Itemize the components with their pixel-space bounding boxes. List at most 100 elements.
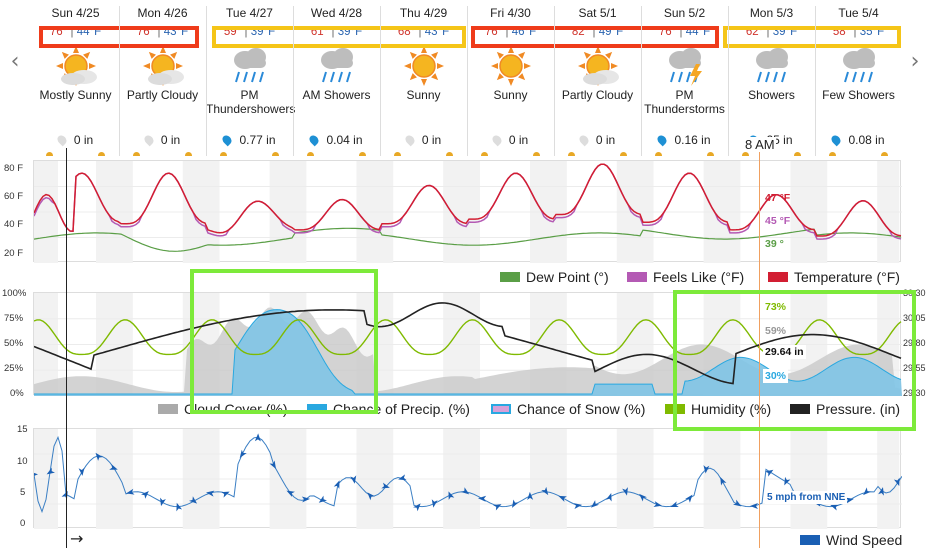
- mostly-sunny-icon: [51, 44, 101, 88]
- legend-swatch: [627, 272, 647, 282]
- sunrise-sunset-marks: [554, 152, 641, 158]
- day-forecast-card[interactable]: Fri 4/30 76° | 46°F Sunny 0 in: [467, 6, 554, 158]
- legend-cloud-cover[interactable]: Cloud Cover (%): [158, 401, 287, 417]
- day-divider: [293, 6, 294, 156]
- day-precip: 0.08 in: [815, 133, 902, 147]
- day-forecast-card[interactable]: Sun 4/25 76° | 44°F Mostly Sunny 0 in: [32, 6, 119, 158]
- day-divider: [380, 6, 381, 156]
- legend-wind-speed[interactable]: Wind Speed: [800, 532, 902, 548]
- low-temp: 39°F: [337, 26, 363, 38]
- wind-arrow-head: [189, 496, 198, 504]
- wind-direction-arrow-icon: [493, 504, 502, 511]
- wind-arrow-head: [367, 492, 375, 501]
- day-date: Sun 4/25: [51, 6, 100, 20]
- wind-arrow-head: [685, 494, 693, 503]
- pressure-y-label: 29.30: [903, 388, 926, 398]
- wind-arrow-head: [720, 476, 727, 486]
- high-temp: 76°: [136, 26, 155, 38]
- wind-arrow-head: [605, 493, 612, 502]
- wind-arrow-head: [639, 493, 647, 502]
- wind-direction-arrow-icon: [845, 497, 854, 504]
- temp-y-label: 40 F: [4, 219, 24, 230]
- legend-chance-of-precip[interactable]: Chance of Precip. (%): [307, 401, 470, 417]
- day-precip: 0.04 in: [293, 133, 380, 147]
- chevron-right-icon[interactable]: ›: [910, 49, 920, 74]
- temperature-line: [33, 163, 902, 237]
- day-temps: 82° | 49°F: [571, 26, 624, 38]
- sunset-icon: [881, 152, 888, 156]
- day-temps: 59° | 39°F: [223, 26, 276, 38]
- legend-pressure[interactable]: Pressure. (in): [790, 401, 900, 417]
- sunset-icon: [359, 152, 366, 156]
- legend-swatch: [665, 404, 685, 414]
- legend-temperature[interactable]: Temperature (°F): [768, 269, 900, 285]
- wind-direction-arrow-icon: [367, 492, 375, 501]
- wind-direction-arrow-icon: [109, 464, 118, 470]
- wind-direction-arrow-icon: [733, 499, 742, 507]
- day-forecast-card[interactable]: Sun 5/2 76° | 44°F PM Thunderstorms 0.16…: [641, 6, 728, 158]
- wind-arrow-head: [750, 503, 758, 510]
- wind-arrow-head: [622, 487, 628, 496]
- legend-swatch: [491, 404, 511, 414]
- precip-chance-readout: 30%: [763, 369, 789, 383]
- day-divider: [206, 6, 207, 156]
- legend-chance-of-snow[interactable]: Chance of Snow (%): [491, 401, 645, 417]
- sunset-icon: [707, 152, 714, 156]
- wind-arrow-head: [254, 433, 261, 442]
- wind-arrow-head: [269, 460, 276, 469]
- legend-swatch: [307, 404, 327, 414]
- wind-arrow-head: [46, 467, 55, 475]
- wind-arrow-head: [527, 491, 534, 501]
- legend-humidity[interactable]: Humidity (%): [665, 401, 771, 417]
- temp-y-label: 80 F: [4, 163, 24, 174]
- wind-arrow-head: [78, 467, 85, 476]
- day-date: Fri 4/30: [490, 6, 531, 20]
- day-forecast-card[interactable]: Wed 4/28 61° | 39°F AM Showers 0.04 in: [293, 6, 380, 158]
- wind-arrow-head: [126, 488, 135, 495]
- day-forecast-card[interactable]: Thu 4/29 68° | 43°F Sunny 0 in: [380, 6, 467, 158]
- day-forecast-card[interactable]: Mon 5/3 62° | 39°F Showers 25 in: [728, 6, 815, 158]
- humidity-line: [33, 319, 902, 356]
- wind-chart: [30, 428, 903, 529]
- sunrise-icon: [46, 152, 53, 156]
- wind-arrow-head: [765, 469, 774, 477]
- wind-direction-arrow-icon: [431, 499, 438, 508]
- wind-direction-arrow-icon: [863, 487, 871, 496]
- legend-swatch: [790, 404, 810, 414]
- wind-arrow-head: [109, 464, 118, 470]
- wind-arrow-head: [286, 490, 295, 498]
- wind-direction-arrow-icon: [765, 469, 774, 477]
- day-forecast-card[interactable]: Tue 5/4 58° | 35°F Few Showers 0.08 in: [815, 6, 902, 158]
- wind-arrow-head: [784, 476, 791, 486]
- wind-direction-arrow-icon: [448, 491, 455, 500]
- legend-dew-point[interactable]: Dew Point (°): [500, 269, 609, 285]
- day-divider: [554, 6, 555, 156]
- wind-arrow-head: [878, 487, 884, 496]
- low-temp: 35°F: [859, 26, 885, 38]
- wind-direction-arrow-icon: [573, 503, 582, 510]
- day-temps: 76° | 44°F: [49, 26, 102, 38]
- wind-direction-arrow-icon: [720, 476, 727, 486]
- day-condition: Few Showers: [822, 88, 895, 102]
- wind-arrow-head: [493, 504, 502, 511]
- day-temps: 76° | 46°F: [484, 26, 537, 38]
- sunrise-icon: [829, 152, 836, 156]
- wind-direction-arrow-icon: [46, 467, 55, 475]
- wind-arrow-head: [733, 499, 742, 507]
- sunrise-sunset-marks: [641, 152, 728, 158]
- wind-arrow-head: [845, 497, 854, 504]
- day-forecast-card[interactable]: Tue 4/27 59° | 39°F PM Thundershowers 0.…: [206, 6, 295, 158]
- day-date: Mon 4/26: [137, 6, 188, 20]
- raindrop-icon: [142, 133, 156, 147]
- legend-feels-like[interactable]: Feels Like (°F): [627, 269, 744, 285]
- raindrop-icon: [577, 133, 591, 147]
- wind-arrow-head: [541, 486, 549, 496]
- temperature-chart: [33, 160, 902, 263]
- wind-direction-arrow-icon: [239, 449, 247, 459]
- wind-direction-arrow-icon: [95, 452, 103, 461]
- day-forecast-card[interactable]: Sat 5/1 82° | 49°F Partly Cloudy 0 in: [554, 6, 641, 158]
- day-forecast-card[interactable]: Mon 4/26 76° | 43°F Partly Cloudy 0 in: [119, 6, 206, 158]
- wind-y-label: 5: [20, 487, 26, 498]
- wind-direction-arrow-icon: [221, 491, 230, 498]
- chevron-left-icon[interactable]: ‹: [10, 49, 20, 74]
